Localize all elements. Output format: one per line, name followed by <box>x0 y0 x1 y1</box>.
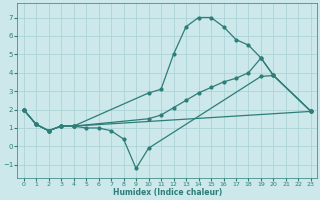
X-axis label: Humidex (Indice chaleur): Humidex (Indice chaleur) <box>113 188 222 197</box>
